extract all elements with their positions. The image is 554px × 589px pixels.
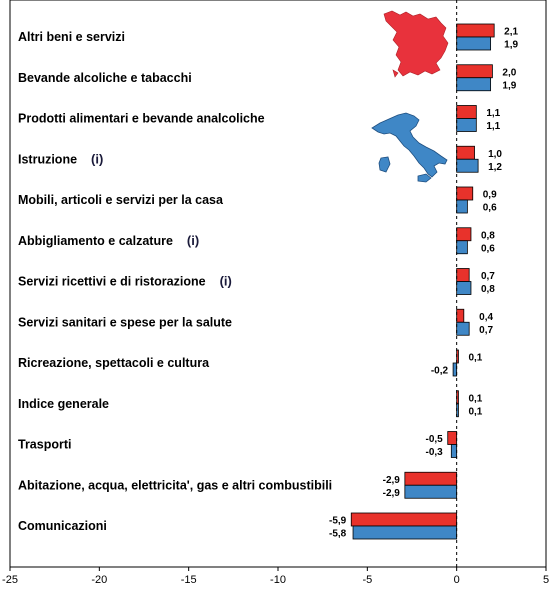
value-label: 0,7 [479, 325, 493, 336]
x-tick-label: -20 [91, 574, 107, 586]
category-labels: Altri beni e servizi Bevande alcoliche e … [18, 30, 332, 533]
value-labels: 2,1 1,9 2,0 1,9 1,1 1,1 1,0 1,2 0,9 0,6 0,8 0,6 0,7 0… [329, 27, 519, 540]
bar [456, 36, 492, 51]
x-tick-label: -25 [2, 574, 18, 586]
bar [352, 525, 458, 540]
bar [456, 186, 474, 201]
bar [456, 240, 468, 255]
bar [456, 77, 492, 92]
bar [456, 64, 493, 79]
value-label: 0,4 [479, 312, 493, 323]
x-tick-label: -5 [362, 574, 372, 586]
value-label: -5,9 [329, 516, 347, 527]
value-label: 1,0 [488, 149, 502, 160]
tuscany-map [383, 10, 449, 78]
value-label: 2,1 [504, 27, 518, 38]
bar [456, 23, 495, 38]
value-label: 2,0 [502, 67, 516, 78]
info-icon[interactable]: (i) [91, 151, 103, 166]
value-label: -2,9 [383, 488, 401, 499]
category-label: Trasporti [18, 438, 72, 452]
value-label: 0,6 [483, 203, 497, 214]
category-label: Ricreazione, spettacoli e cultura [18, 356, 210, 370]
x-tick-label: 0 [454, 574, 460, 586]
info-icon[interactable]: (i) [220, 274, 232, 289]
category-label: Abitazione, acqua, elettricita', gas e a… [18, 478, 332, 492]
bar [450, 444, 458, 458]
bar [447, 431, 458, 445]
category-label: Mobili, articoli e servizi per la casa [18, 193, 224, 207]
bar [456, 145, 475, 160]
bar [350, 512, 458, 527]
x-axis: -25 -20 -15 -10 -5 0 5 [2, 567, 549, 586]
bar [456, 118, 477, 132]
category-label: Servizi ricettivi e di ristorazione [18, 275, 206, 289]
bar [456, 268, 470, 282]
category-label: Abbigliamento e calzature [18, 234, 173, 248]
bar [404, 471, 458, 486]
category-label: Prodotti alimentari e bevande analcolich… [18, 112, 265, 126]
value-label: 1,1 [486, 108, 500, 119]
bar [456, 227, 472, 242]
value-label: -5,8 [329, 529, 347, 540]
italy-map [371, 112, 448, 183]
value-label: 1,2 [488, 162, 502, 173]
category-label: Indice generale [18, 397, 109, 411]
info-icon[interactable]: (i) [187, 233, 199, 248]
value-label: 0,8 [481, 284, 495, 295]
value-label: -0,3 [425, 447, 443, 458]
category-label: Bevande alcoliche e tabacchi [18, 71, 192, 85]
value-label: 0,1 [468, 393, 482, 404]
value-label: 1,1 [486, 121, 500, 132]
value-label: -0,2 [431, 366, 449, 377]
value-label: 0,8 [481, 230, 495, 241]
bar [456, 321, 470, 336]
bar [456, 308, 465, 323]
value-label: -0,5 [425, 434, 443, 445]
category-label: Comunicazioni [18, 519, 107, 533]
value-label: 0,1 [468, 406, 482, 417]
value-label: 1,9 [502, 80, 516, 91]
bar [404, 484, 458, 499]
x-tick-label: -10 [270, 574, 286, 586]
value-label: -2,9 [383, 475, 401, 486]
value-label: 1,9 [504, 40, 518, 51]
bar [456, 158, 479, 173]
bar [456, 281, 472, 295]
bars [350, 23, 495, 540]
x-tick-label: 5 [543, 574, 549, 586]
value-label: 0,9 [483, 190, 497, 201]
category-label: Altri beni e servizi [18, 30, 125, 44]
value-label: 0,1 [468, 353, 482, 364]
category-label: Servizi sanitari e spese per la salute [18, 315, 232, 329]
category-label: Istruzione [18, 152, 77, 166]
x-tick-label: -15 [181, 574, 197, 586]
value-label: 0,7 [481, 271, 495, 282]
value-label: 0,6 [481, 243, 495, 254]
map-decorations [371, 10, 449, 183]
bar [452, 362, 458, 377]
bar [456, 199, 468, 214]
bar [456, 105, 477, 119]
